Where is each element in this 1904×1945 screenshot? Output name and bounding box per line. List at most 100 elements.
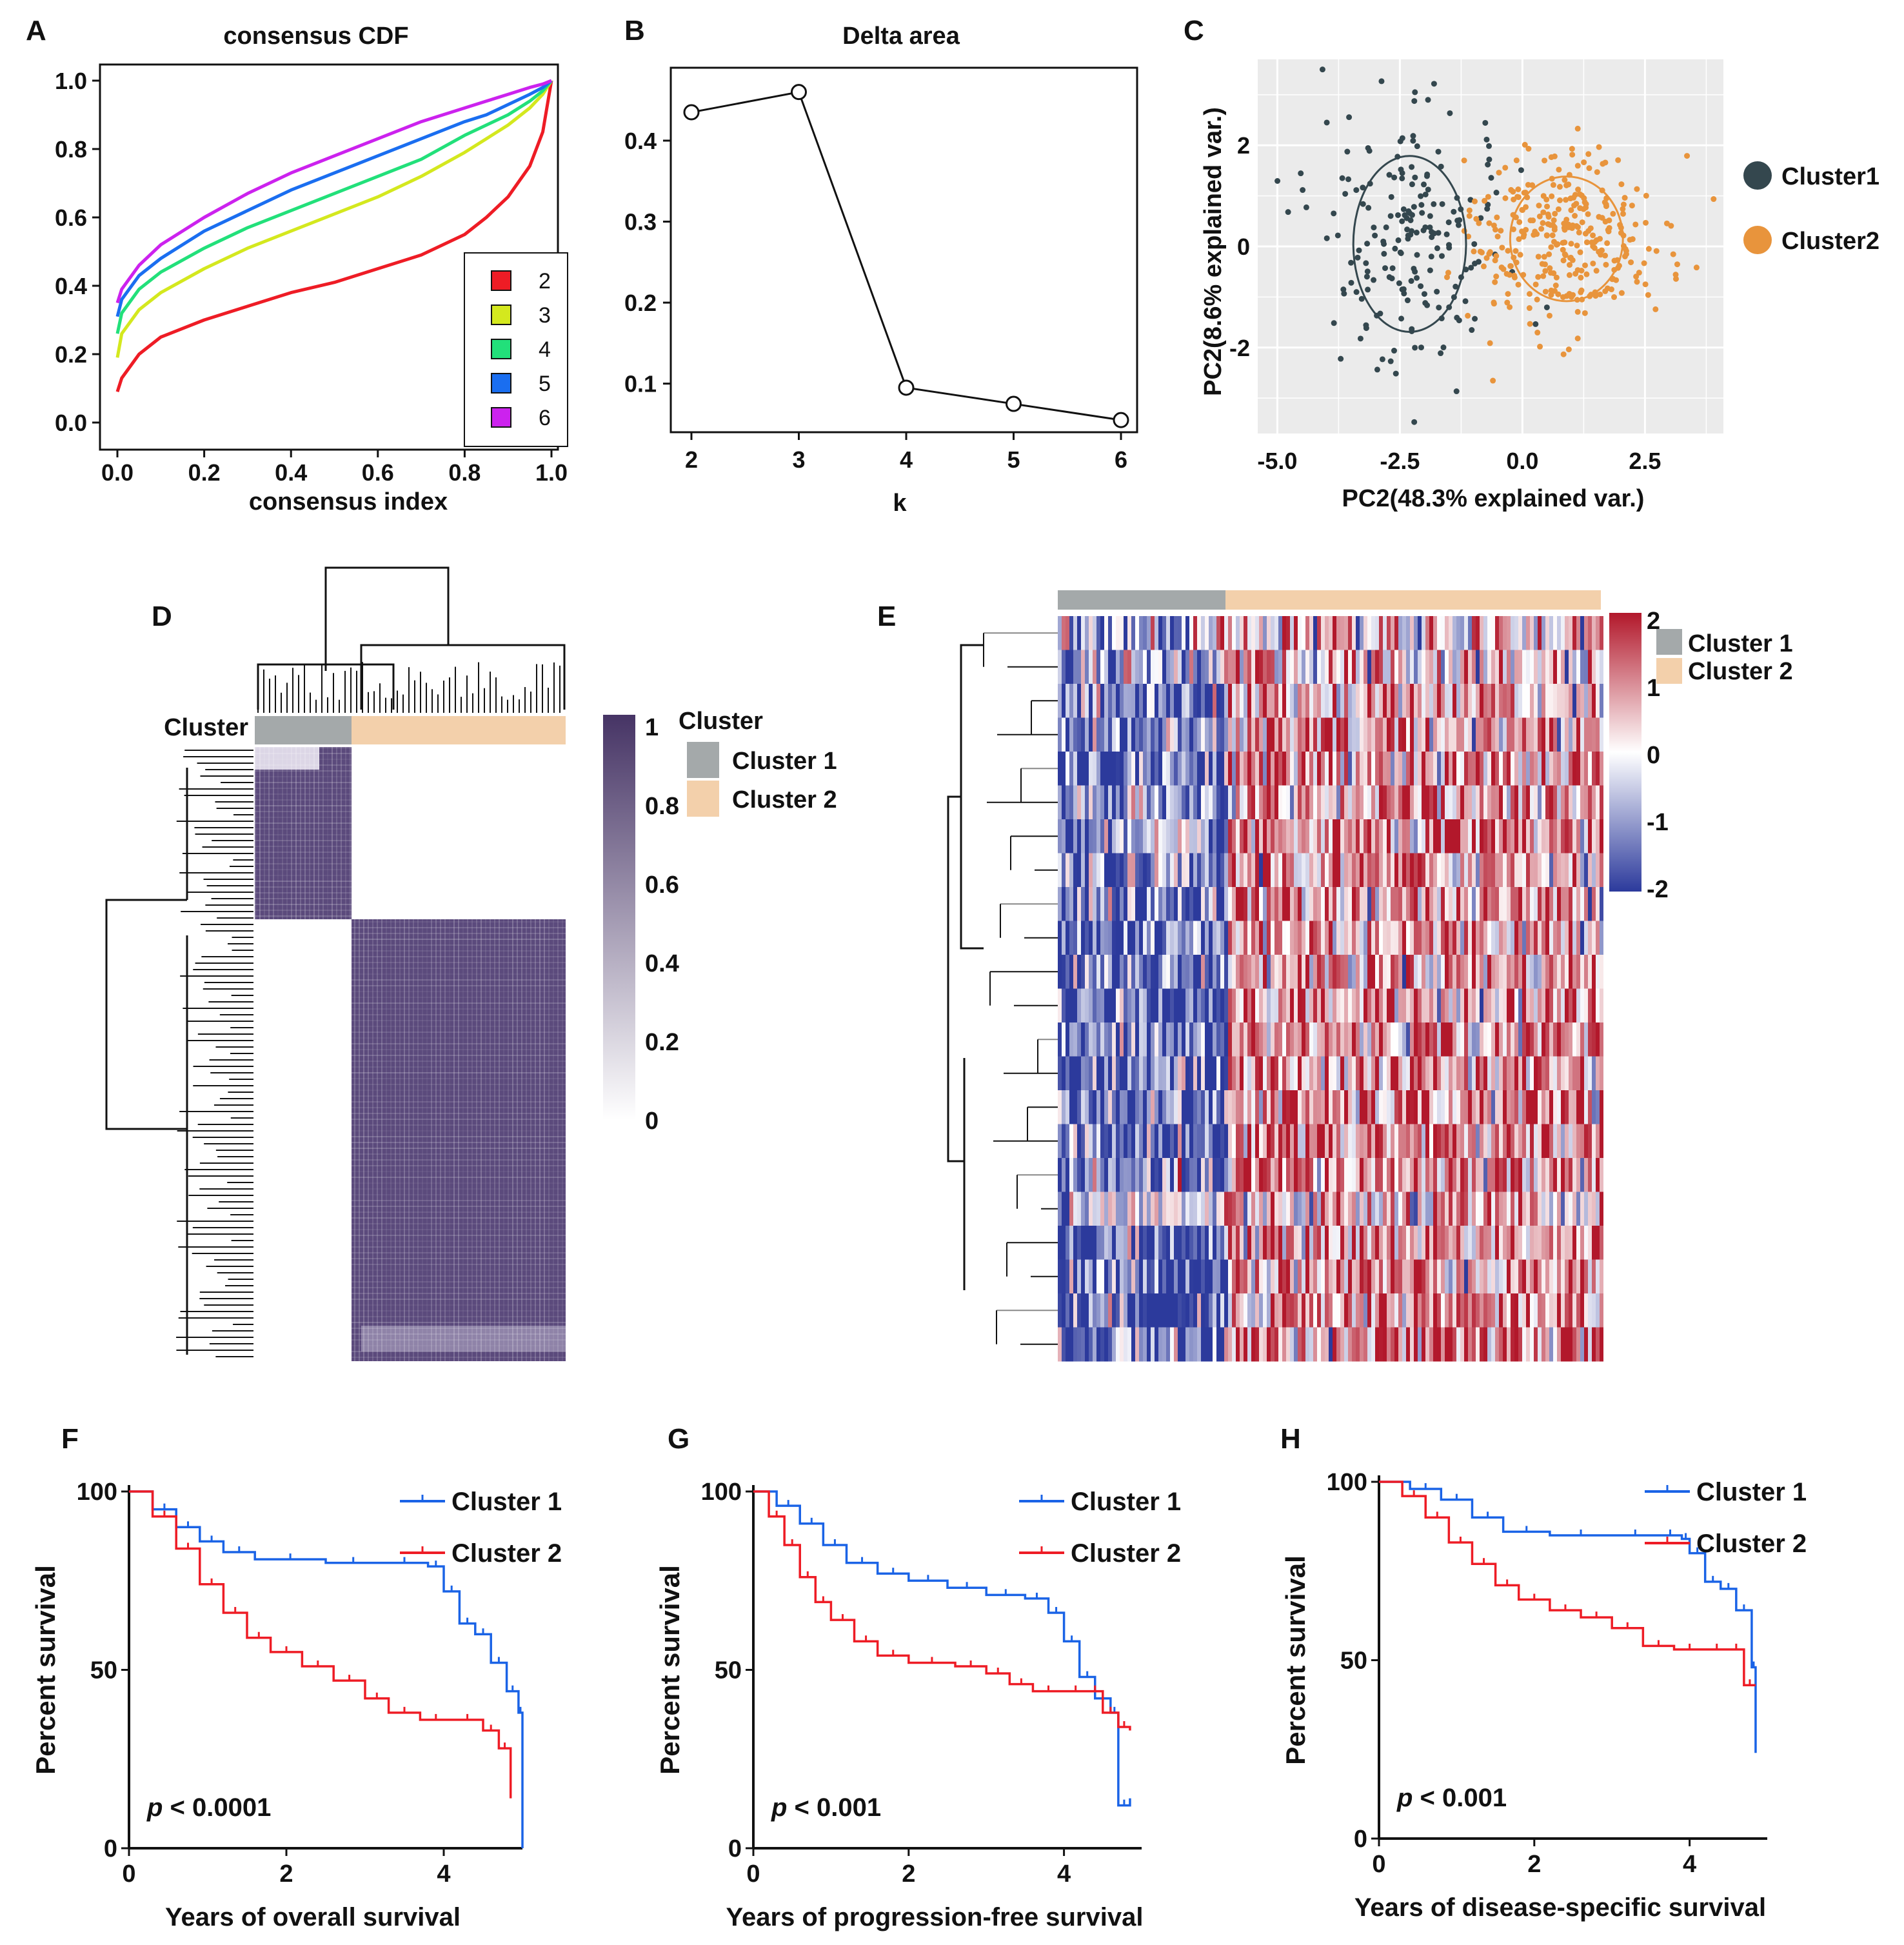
panel-e-heat-cell (1344, 1158, 1348, 1192)
panel-e-heat-cell (1062, 1090, 1066, 1124)
panel-e-heat-cell (1542, 1158, 1545, 1192)
panel-e-heat-cell (1259, 650, 1263, 684)
panel-e-heat-cell (1414, 1124, 1418, 1159)
panel-e-heat-cell (1189, 1056, 1193, 1091)
panel-e-heat-cell (1069, 785, 1073, 820)
panel-c-point-cluster2 (1581, 159, 1587, 166)
panel-e-heat-cell (1213, 921, 1216, 955)
panel-e-heat-cell (1209, 1327, 1213, 1362)
panel-e-heat-cell (1503, 819, 1507, 853)
panel-c-point-cluster2 (1507, 304, 1513, 310)
panel-e-heat-cell (1089, 1293, 1093, 1328)
panel-e-heat-cell (1545, 1226, 1549, 1260)
panel-c-point-cluster1 (1389, 265, 1396, 272)
panel-e-heat-cell (1116, 1056, 1120, 1091)
panel-e-heat-cell (1422, 684, 1425, 718)
panel-e-heat-cell (1588, 684, 1592, 718)
panel-e-heat-cell (1391, 1090, 1394, 1124)
panel-c-point-cluster1 (1363, 260, 1369, 266)
panel-e-heat-cell (1472, 1158, 1476, 1192)
panel-d-texture-column (295, 747, 297, 919)
panel-e-heat-cell (1147, 1056, 1151, 1091)
panel-e-heat-cell (1185, 1327, 1189, 1362)
panel-e-heat-cell (1518, 1090, 1522, 1124)
panel-e-heat-cell (1313, 1327, 1317, 1362)
panel-e-heat-cell (1383, 1090, 1387, 1124)
panel-e-heat-cell (1124, 887, 1127, 921)
panel-e-heat-cell (1216, 819, 1220, 853)
panel-e-heat-cell (1155, 1124, 1158, 1159)
panel-e-heat-cell (1282, 650, 1286, 684)
panel-e-heat-cell (1433, 955, 1437, 989)
panel-e-heat-cell (1580, 1327, 1584, 1362)
panel-c-point-cluster2 (1541, 254, 1547, 260)
panel-c-point-cluster2 (1597, 291, 1603, 297)
panel-e-heat-cell (1127, 785, 1131, 820)
panel-e-heat-cell (1139, 819, 1143, 853)
panel-e-heat-cell (1298, 1090, 1302, 1124)
panel-e-heat-cell (1549, 1056, 1553, 1091)
panel-e-heat-cell (1271, 1090, 1274, 1124)
panel-e-heat-cell (1356, 921, 1360, 955)
panel-d-texture-row (352, 1055, 566, 1056)
panel-d-texture-row (352, 1357, 566, 1358)
panel-g-y-tick-label: 0 (728, 1835, 742, 1862)
panel-e-heat-cell (1429, 1022, 1433, 1057)
panel-e-heat-cell (1414, 819, 1418, 853)
panel-d-texture-row (352, 1095, 566, 1097)
panel-e-heat-cell (1170, 650, 1174, 684)
panel-e-heat-cell (1542, 853, 1545, 888)
panel-e-heat-cell (1286, 1124, 1290, 1159)
panel-e-heat-cell (1162, 921, 1166, 955)
panel-e-heat-cell (1480, 1158, 1483, 1192)
panel-e-heat-cell (1100, 1293, 1104, 1328)
panel-e-heat-cell (1375, 819, 1379, 853)
panel-e-heat-cell (1394, 853, 1398, 888)
panel-e-heat-cell (1313, 955, 1317, 989)
panel-g-x-tick-label: 2 (902, 1860, 915, 1888)
panel-e-heat-cell (1596, 955, 1600, 989)
panel-e-heat-cell (1538, 1327, 1542, 1362)
panel-e-heat-cell (1379, 684, 1383, 718)
panel-e-heat-cell (1062, 650, 1066, 684)
panel-e-heat-cell (1545, 650, 1549, 684)
panel-c-point-cluster1 (1422, 191, 1429, 197)
panel-e-heat-cell (1406, 717, 1410, 752)
panel-letter-h: H (1280, 1423, 1301, 1455)
panel-e-heat-cell (1472, 1259, 1476, 1294)
panel-e-heat-cell (1108, 988, 1112, 1023)
panel-e-heat-cell (1344, 988, 1348, 1023)
panel-e-heat-cell (1584, 955, 1588, 989)
panel-d-texture-row (352, 1032, 566, 1033)
panel-e-heat-cell (1375, 650, 1379, 684)
panel-e-heat-cell (1313, 1090, 1317, 1124)
panel-e-heat-cell (1224, 1259, 1228, 1294)
panel-e-heat-cell (1197, 650, 1201, 684)
panel-e-heat-cell (1422, 1056, 1425, 1091)
panel-e-heat-cell (1224, 1226, 1228, 1260)
panel-c-point-cluster2 (1568, 241, 1574, 247)
panel-e-heat-cell (1193, 1192, 1197, 1226)
panel-e-heat-cell (1518, 1022, 1522, 1057)
panel-e-heat-cell (1460, 921, 1464, 955)
panel-e-heat-cell (1329, 1022, 1333, 1057)
panel-e-heat-cell (1499, 717, 1503, 752)
panel-e-heat-cell (1139, 1259, 1143, 1294)
panel-e-heat-cell (1383, 921, 1387, 955)
panel-e-heat-cell (1511, 650, 1514, 684)
panel-e-heat-cell (1437, 650, 1441, 684)
panel-c-point-cluster2 (1560, 351, 1567, 357)
panel-e-heat-cell (1333, 1226, 1336, 1260)
panel-e-heat-cell (1472, 921, 1476, 955)
panel-d-texture-row (352, 956, 566, 957)
panel-e-heat-cell (1251, 785, 1255, 820)
panel-e-heat-cell (1298, 887, 1302, 921)
panel-e-heat-cell (1131, 1293, 1135, 1328)
panel-e-heat-cell (1549, 819, 1553, 853)
panel-d-texture-row (352, 1310, 566, 1312)
panel-e-heat-cell (1383, 887, 1387, 921)
panel-e-heat-cell (1569, 1158, 1572, 1192)
panel-e-heat-cell (1476, 785, 1480, 820)
panel-e-heat-cell (1073, 785, 1077, 820)
